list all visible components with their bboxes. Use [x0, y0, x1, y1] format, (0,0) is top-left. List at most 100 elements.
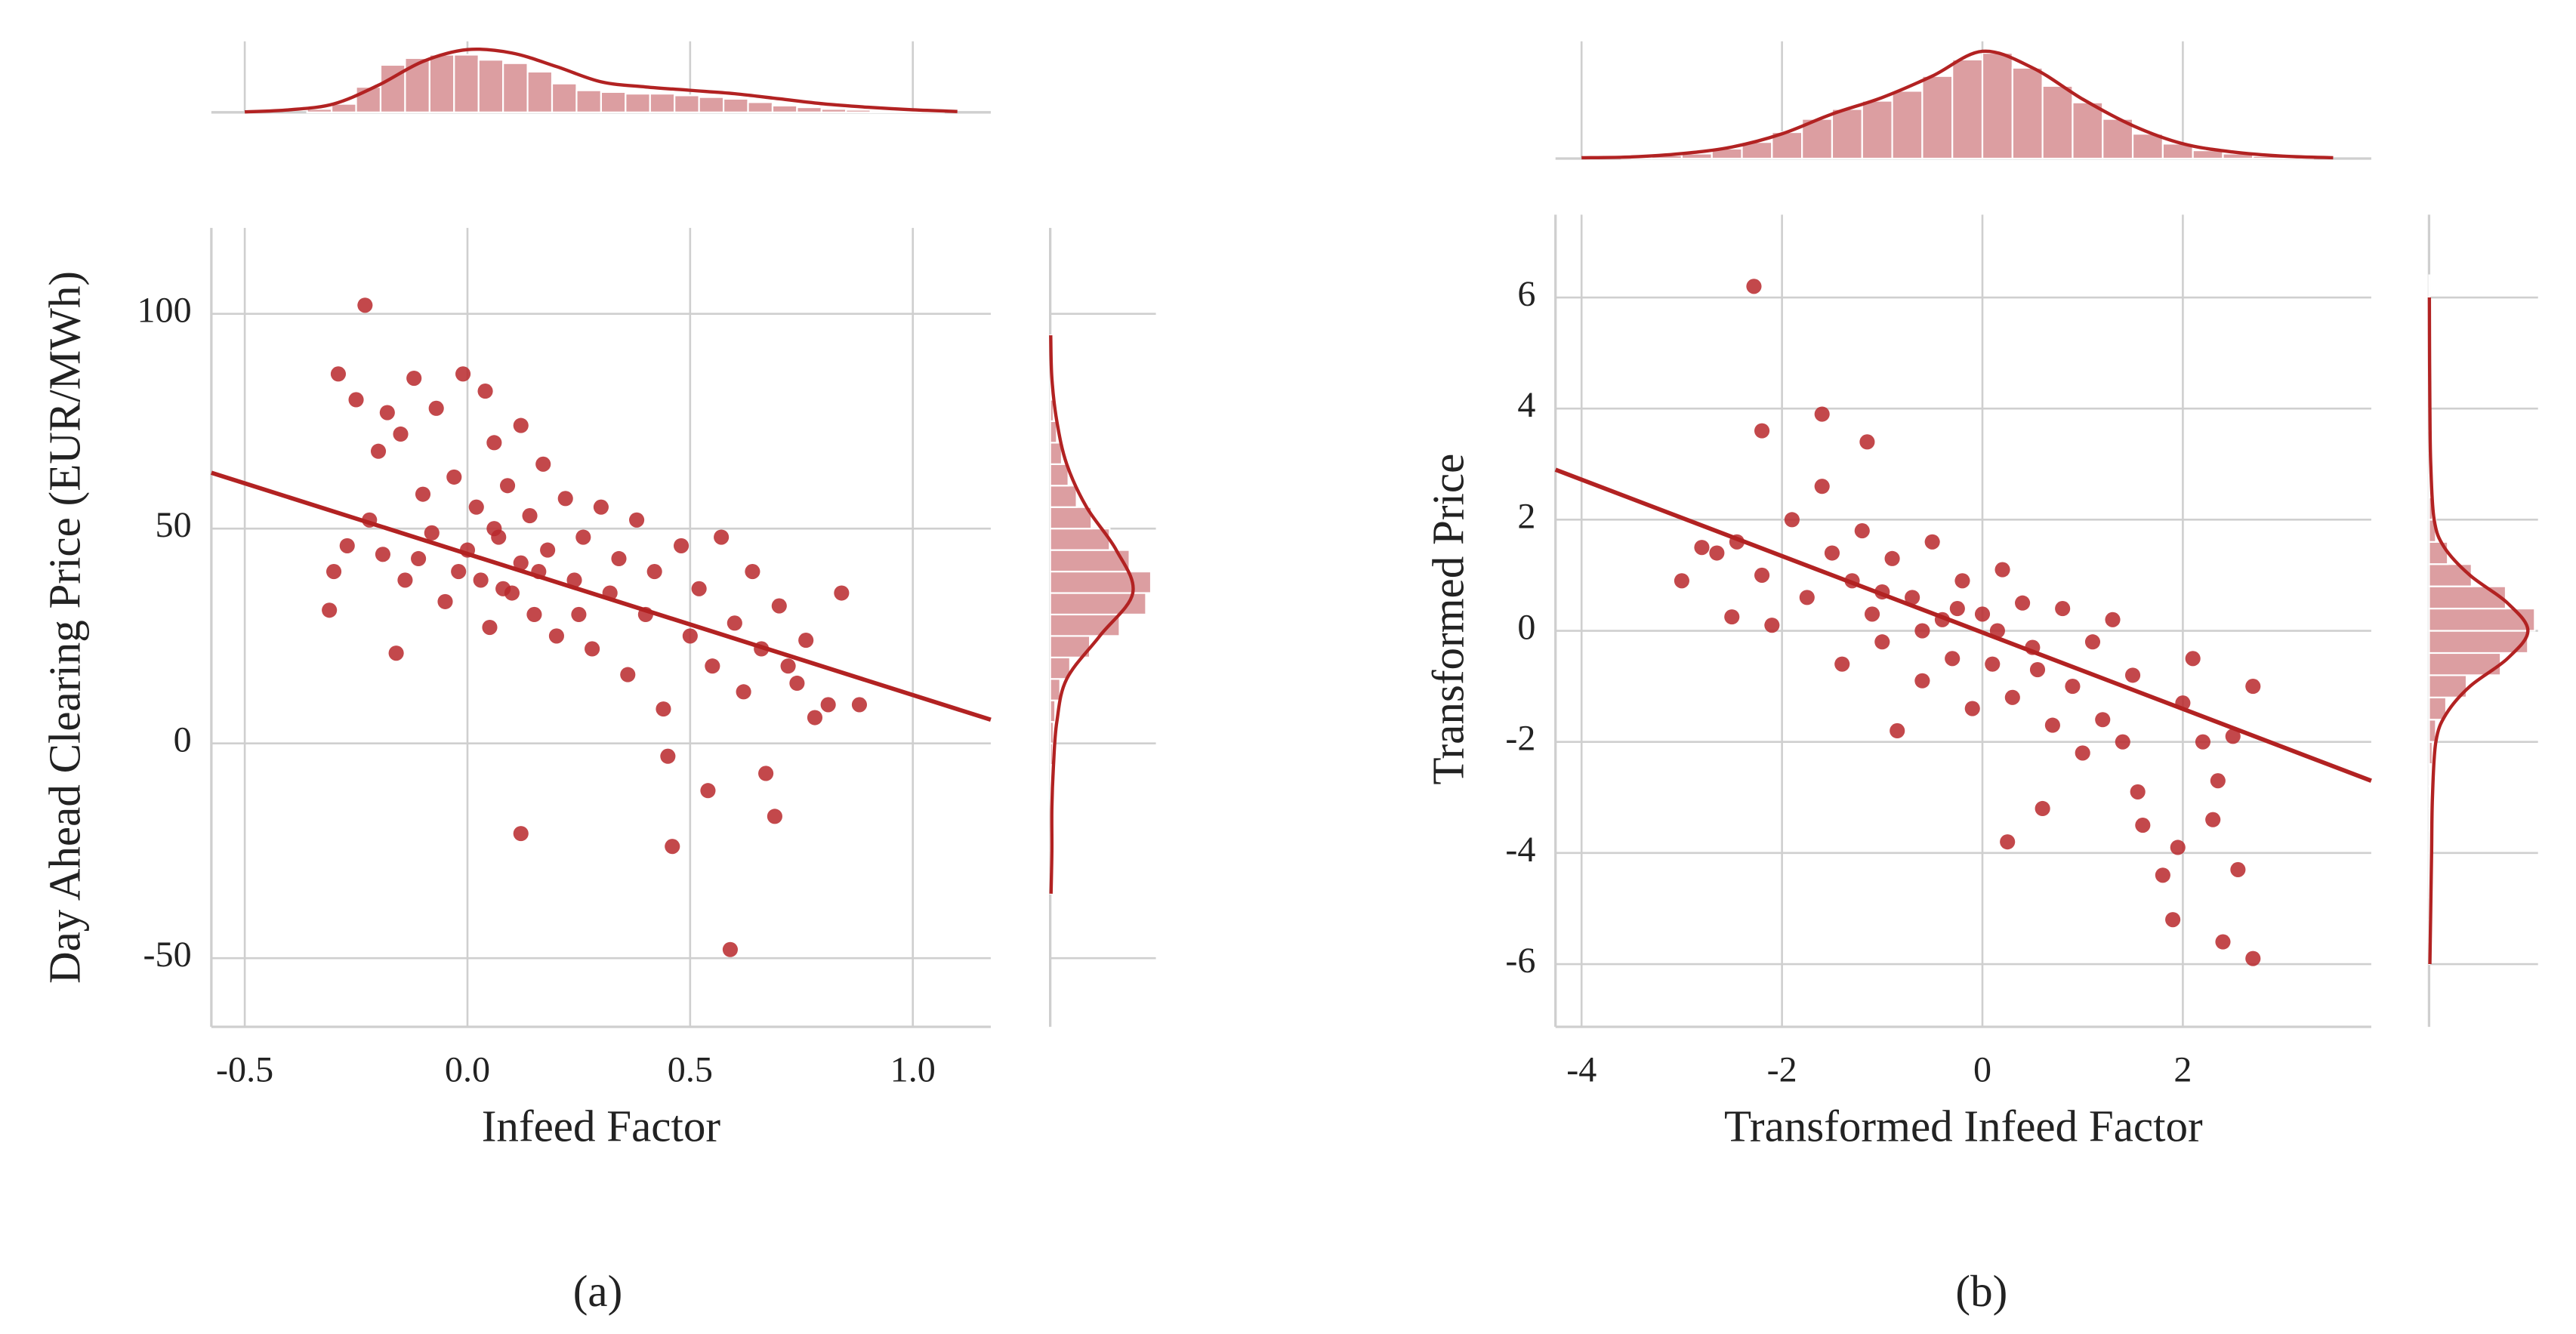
point: [629, 512, 645, 528]
point: [2245, 679, 2261, 695]
point: [1884, 550, 1900, 566]
point: [593, 499, 609, 515]
point: [714, 529, 730, 545]
histogram-bar: [649, 93, 676, 113]
histogram-bar: [625, 93, 651, 113]
point: [1746, 279, 1762, 294]
point: [2065, 679, 2081, 695]
point: [767, 809, 782, 824]
kde-curve: [245, 47, 958, 114]
y-tick-label: -50: [143, 935, 192, 975]
caption: (b): [1955, 1266, 2007, 1316]
point: [798, 633, 814, 649]
kde-curve: [2427, 297, 2530, 965]
point: [2165, 912, 2181, 928]
point: [2055, 601, 2071, 617]
point: [1814, 406, 1830, 422]
point: [1864, 606, 1880, 622]
histogram-bar: [674, 94, 700, 113]
kde-curve: [1049, 335, 1135, 894]
x-axis-label: Infeed Factor: [482, 1101, 721, 1151]
point: [745, 563, 760, 580]
point: [379, 405, 395, 421]
y-tick-label: 6: [1517, 274, 1535, 314]
point: [705, 658, 720, 674]
point: [2245, 950, 2261, 966]
histogram-bar: [796, 106, 822, 113]
histogram-bar: [1891, 90, 1924, 160]
point: [575, 529, 591, 545]
x-tick-label: -2: [1767, 1049, 1797, 1089]
point: [2044, 717, 2060, 733]
point: [370, 443, 387, 459]
point: [397, 572, 413, 588]
point: [406, 370, 422, 387]
histogram-bar: [747, 101, 774, 113]
histogram-bar: [2428, 741, 2434, 766]
point: [2084, 634, 2101, 650]
point: [1799, 590, 1815, 605]
histogram-bar: [1049, 656, 1071, 680]
point: [611, 550, 627, 567]
y-tick-label: -2: [1505, 719, 1535, 759]
point: [660, 748, 676, 764]
point: [557, 491, 573, 507]
point: [727, 615, 742, 631]
point: [646, 563, 662, 580]
histogram-bar: [2428, 763, 2432, 787]
point: [2215, 934, 2231, 950]
point: [722, 941, 738, 957]
x-tick-label: 0.5: [668, 1049, 713, 1089]
histogram-bar: [1049, 699, 1057, 723]
point: [393, 426, 409, 442]
point: [1764, 618, 1780, 633]
histogram-bar: [1049, 506, 1093, 530]
point: [1724, 609, 1740, 625]
point: [1890, 722, 1905, 739]
point: [375, 547, 390, 562]
point: [477, 384, 493, 399]
point: [468, 499, 484, 515]
point: [1914, 673, 1930, 689]
histogram-bar: [771, 104, 798, 113]
histogram-bar: [1049, 721, 1055, 744]
point: [1954, 573, 1970, 589]
point: [428, 400, 444, 416]
panel: -4 -2 0 2 -6 -4 -2 0 2 4 6 Transformed Infeed Facto…: [1424, 41, 2538, 1316]
point: [486, 435, 502, 451]
point: [682, 628, 698, 644]
histogram-bar: [477, 59, 504, 113]
point: [455, 366, 471, 382]
point: [1814, 479, 1830, 494]
point: [656, 701, 671, 717]
point: [2015, 595, 2031, 611]
point: [1834, 656, 1850, 672]
x-tick-label: -4: [1566, 1049, 1597, 1089]
point: [495, 581, 511, 596]
y-axis-label: Day Ahead Clearing Price (EUR/MWh): [39, 271, 89, 984]
point: [758, 766, 774, 781]
point: [2170, 840, 2186, 855]
histogram-bar: [722, 97, 749, 113]
point: [851, 697, 868, 713]
histogram-bar: [2102, 118, 2134, 160]
x-tick-label: 0: [1973, 1049, 1991, 1089]
histogram-bar: [1981, 52, 2013, 160]
histogram-bar: [698, 96, 725, 113]
point: [1754, 567, 1770, 583]
histogram-bar: [2428, 563, 2473, 587]
point: [322, 602, 338, 618]
point: [513, 826, 529, 842]
point: [1905, 590, 1920, 605]
point: [499, 478, 516, 494]
histogram-bar: [1049, 549, 1131, 573]
point: [2185, 651, 2201, 667]
point: [691, 581, 707, 596]
point: [513, 555, 529, 571]
point: [357, 297, 373, 313]
histogram-bar: [2428, 541, 2449, 565]
x-tick-label: 1.0: [890, 1049, 936, 1089]
histogram-bar: [600, 91, 627, 113]
